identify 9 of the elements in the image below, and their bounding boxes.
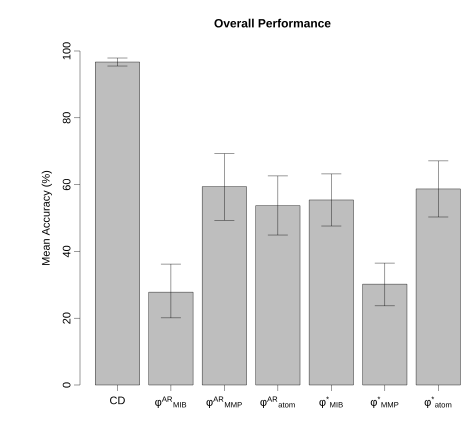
y-tick-label: 40 bbox=[62, 246, 70, 258]
x-tick-label: CD bbox=[110, 396, 125, 404]
y-tick-label: 60 bbox=[62, 178, 70, 190]
y-tick-label: 0 bbox=[62, 382, 70, 388]
chart-title: Overall Performance bbox=[214, 18, 331, 28]
y-tick-label: 80 bbox=[62, 112, 70, 124]
y-tick-label: 20 bbox=[62, 312, 70, 324]
y-axis-title: Mean Accuracy (%) bbox=[42, 170, 52, 265]
y-tick-label: 100 bbox=[62, 42, 70, 60]
